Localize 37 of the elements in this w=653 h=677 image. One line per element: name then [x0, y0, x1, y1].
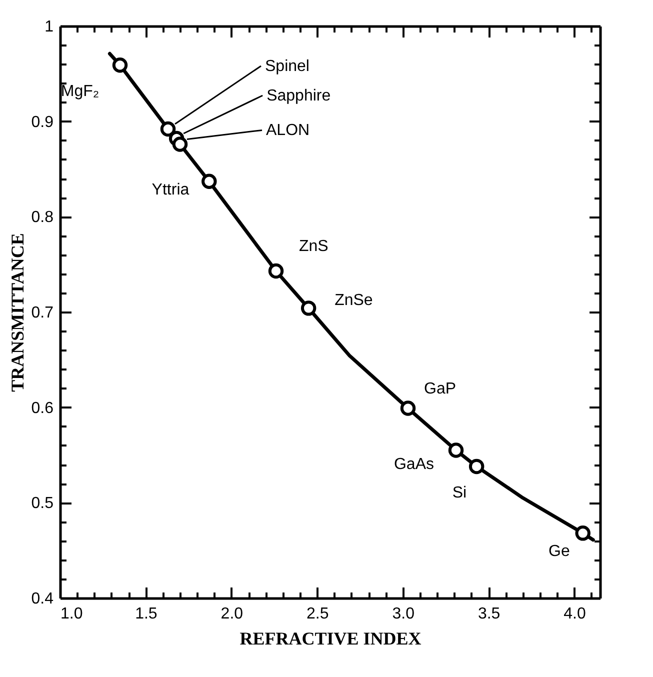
- x-tick-label: 3.5: [478, 606, 500, 622]
- y-tick-label: 0.4: [31, 590, 54, 608]
- y-tick-label: 0.7: [31, 304, 54, 322]
- x-tick-label: 1.5: [135, 606, 158, 622]
- annotation: ALON: [266, 122, 310, 140]
- y-tick-label: 0.5: [31, 495, 54, 512]
- point: [575, 526, 590, 541]
- x-tick-label: 2.5: [306, 606, 329, 622]
- y-tick-label: 1: [44, 18, 54, 36]
- annotation: GaP: [424, 380, 456, 398]
- y-tick-label: 0.6: [31, 400, 54, 417]
- annotation: ZnS: [299, 238, 328, 256]
- x-tick-label: 2.0: [220, 606, 244, 622]
- x-tick-label: 3.0: [392, 606, 415, 622]
- point: [468, 458, 484, 474]
- annotation: GaAs: [394, 456, 434, 474]
- annotation: Si: [452, 484, 467, 502]
- point: [160, 121, 176, 137]
- y-axis-title: TRANSMITTANCE: [7, 233, 28, 392]
- annotation: Spinel: [265, 58, 310, 75]
- annotation: Sapphire: [266, 87, 331, 104]
- annotation: Yttria: [152, 181, 190, 198]
- x-tick-label: 1.0: [60, 606, 83, 622]
- point: [400, 400, 416, 416]
- y-tick-label: 0.9: [31, 114, 54, 131]
- annotation: ZnSe: [334, 292, 373, 310]
- point: [172, 136, 188, 152]
- x-tick-label: 4.0: [564, 606, 586, 622]
- annotation: Ge: [548, 543, 570, 560]
- y-tick-label: 0.8: [31, 209, 54, 226]
- point: [112, 57, 128, 73]
- annotation: MgF₂: [60, 83, 100, 100]
- point: [300, 300, 316, 316]
- x-axis-title: REFRACTIVE INDEX: [240, 628, 422, 648]
- point: [202, 174, 217, 190]
- point: [448, 442, 464, 458]
- point: [268, 263, 284, 279]
